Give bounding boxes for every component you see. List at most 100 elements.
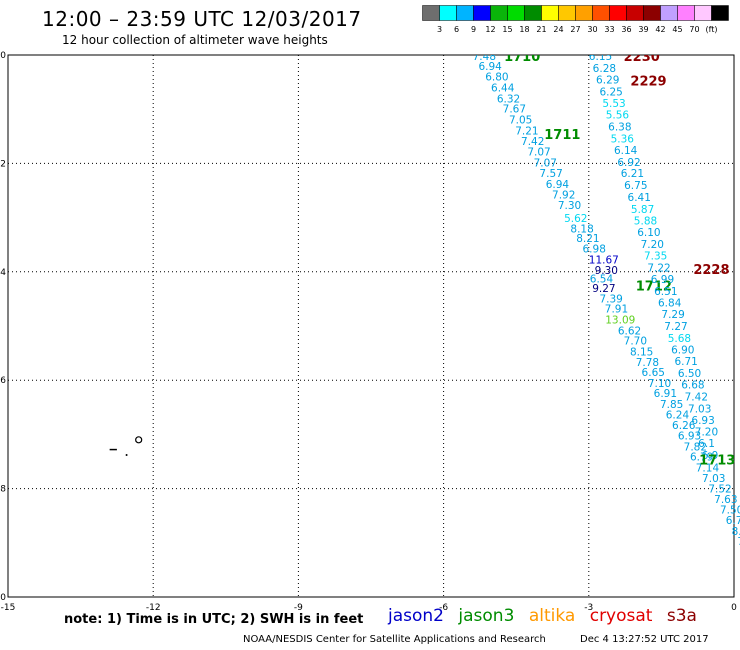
wave-height-value: 9.27: [592, 283, 615, 295]
wave-height-value: 9.30: [595, 265, 618, 277]
colorbar-label: 42: [655, 25, 665, 34]
lon-tick-label: -12: [146, 603, 161, 613]
wave-height-value: 7.70: [624, 336, 647, 348]
wave-height-value: 5.87: [631, 204, 654, 216]
wave-height-value: 7.10: [648, 378, 671, 390]
lon-tick-label: -9: [294, 603, 303, 613]
wave-height-value: 6.26: [672, 420, 696, 432]
wave-height-value: 7.63: [714, 494, 737, 506]
wave-height-value: 6.71: [674, 356, 697, 368]
wave-height-value: 8.21: [576, 233, 599, 245]
pass-time-label: 1711: [544, 128, 580, 143]
wave-height-value: 6.94: [478, 61, 502, 73]
wave-height-value: 7.48: [473, 51, 496, 63]
lat-tick-label: -32: [0, 159, 6, 169]
island-shape: [135, 436, 143, 444]
lon-tick-label: -3: [584, 603, 593, 613]
colorbar-legend: 3 6 9 12 15 18 21 24 27 30 33 36 39 42 45 70 (ft): [422, 5, 729, 34]
colorbar-label: 24: [553, 25, 563, 34]
wave-height-value: 6.50: [678, 368, 701, 380]
colorbar-label: (ft): [705, 25, 717, 34]
wave-height-value: 6.10: [637, 227, 660, 239]
wave-height-value: 11.67: [589, 254, 619, 266]
wave-height-value: 5.53: [602, 98, 625, 110]
colorbar-label: 21: [536, 25, 546, 34]
wave-height-value: 6.93: [678, 430, 701, 442]
legend-cryosat: cryosat: [589, 606, 653, 626]
wave-height-value: 6.32: [497, 93, 520, 105]
wave-height-value: 8.36: [732, 526, 740, 538]
wave-height-value: 7.82: [684, 441, 707, 453]
legend-altika: altika: [528, 606, 576, 626]
wave-height-value: 6.1: [698, 438, 715, 450]
wave-height-value: 7.35: [644, 251, 667, 263]
wave-height-value: 6.94: [546, 179, 570, 191]
colorbar-label: 12: [485, 25, 495, 34]
wave-height-value: 7.03: [688, 403, 711, 415]
wave-height-value: 6.65: [642, 367, 665, 379]
wave-height-value: 7.30: [558, 200, 581, 212]
wave-height-value: 6.80: [485, 72, 508, 84]
colorbar-label: 36: [621, 25, 631, 34]
wave-height-value: 6.38: [608, 122, 631, 134]
lon-tick-label: -6: [439, 603, 448, 613]
wave-height-value: 7.21: [515, 125, 538, 137]
lat-tick-label: -36: [0, 376, 6, 386]
wave-height-value: 6.92: [617, 157, 640, 169]
lon-tick-label: 0: [731, 603, 737, 613]
colorbar-label: 6: [454, 25, 459, 34]
wave-height-value: 13.09: [605, 314, 635, 326]
legend-s3a: s3a: [666, 606, 697, 626]
colorbar-label: 18: [519, 25, 529, 34]
lat-tick-label: -30: [0, 51, 6, 61]
wave-height-value: 8.18: [570, 223, 593, 235]
wave-height-value: 7.07: [534, 157, 557, 169]
wave-height-value: 7.42: [521, 136, 544, 148]
colorbar-label: 39: [638, 25, 648, 34]
credit-line: NOAA/NESDIS Center for Satellite Applica…: [243, 634, 546, 645]
legend-jason3: jason3: [458, 606, 515, 626]
wave-height-value: 6.15: [589, 51, 612, 63]
wave-height-value: 5.36: [611, 133, 635, 145]
wave-height-value: 7.52: [708, 484, 731, 496]
wave-height-value: 7.85: [660, 399, 683, 411]
wave-height-value: 7.67: [503, 104, 526, 116]
wave-height-value: 6.91: [654, 388, 677, 400]
wave-height-value: 6.98: [583, 243, 606, 255]
wave-height-value: 5.88: [634, 215, 657, 227]
wave-height-value: 6.54: [590, 273, 614, 285]
wave-height-value: 6.93: [691, 415, 714, 427]
wave-height-value: 6.79: [726, 515, 740, 527]
wave-height-value: 6.51: [654, 286, 677, 298]
wave-height-value: 7.57: [539, 168, 562, 180]
generation-timestamp: Dec 4 13:27:52 UTC 2017: [580, 634, 709, 645]
lat-tick-label: -38: [0, 485, 6, 495]
wave-height-value: 6.9: [702, 450, 719, 462]
wave-height-value: 7.29: [661, 309, 684, 321]
colorbar-label: 27: [570, 25, 580, 34]
wave-height-value: 7.20: [695, 427, 718, 439]
colorbar-label: 9: [471, 25, 476, 34]
colorbar-label: 30: [587, 25, 597, 34]
wave-height-value: 5.68: [668, 333, 691, 345]
wave-height-value: 7.20: [641, 239, 664, 251]
wave-height-value: 7.78: [636, 357, 659, 369]
pass-time-label: 2228: [693, 263, 729, 278]
pass-time-label: 1713: [699, 453, 735, 468]
legend-jason2: jason2: [388, 606, 444, 626]
colorbar-label: 70: [689, 25, 699, 34]
wave-height-value: 6.29: [596, 74, 619, 86]
map-frame: [7, 54, 735, 598]
wave-height-value: 6.99: [651, 274, 674, 286]
wave-height-value: 7.27: [664, 321, 687, 333]
wave-height-value: 7.14: [696, 462, 720, 474]
colorbar-label: 33: [604, 25, 614, 34]
wave-height-value: 7.91: [605, 304, 628, 316]
lon-tick-label: -15: [1, 603, 16, 613]
pass-time-label: 2229: [630, 74, 666, 89]
units-note: note: 1) Time is in UTC; 2) SWH is in fe…: [64, 612, 364, 627]
track-layer: 7.486.946.806.446.327.677.057.217.427.07…: [109, 51, 740, 548]
page-subtitle: 12 hour collection of altimeter wave hei…: [62, 33, 328, 47]
wave-height-value: 7.05: [509, 114, 532, 126]
